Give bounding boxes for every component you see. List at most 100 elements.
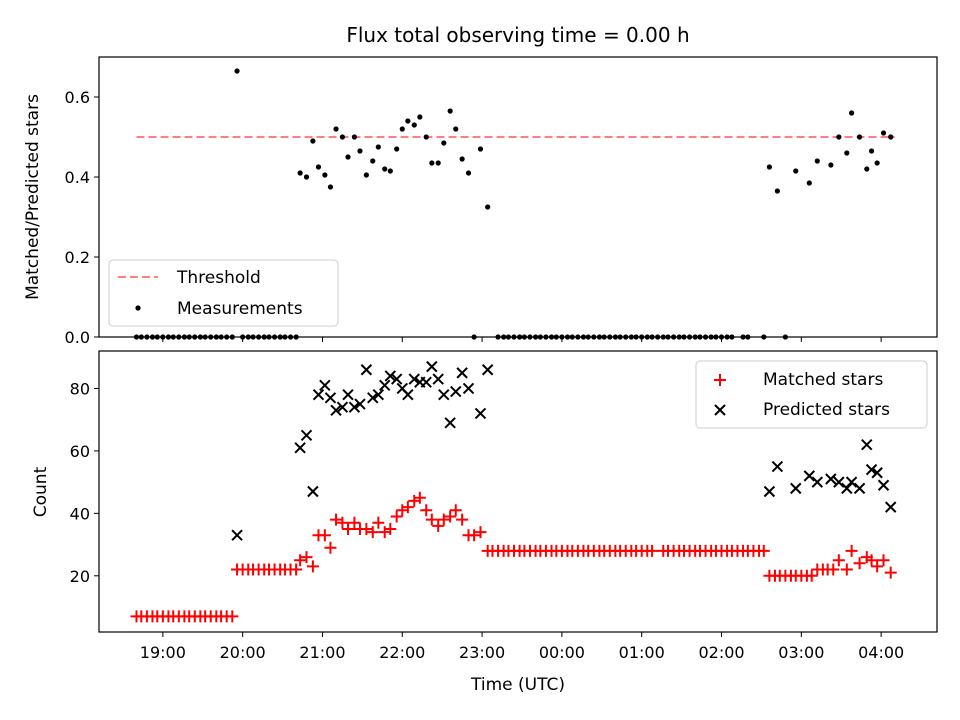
measurement-point [485, 204, 491, 210]
matched-star-point [845, 544, 858, 557]
predicted-star-point [324, 392, 337, 404]
measurement-point [888, 134, 894, 140]
measurement-point [441, 140, 447, 146]
count-x-ticks: 19:00 20:00 21:00 22:00 23:00 00:00 01:00 02:00… [140, 632, 904, 662]
matched-star-point [884, 566, 897, 579]
predicted-star-point [402, 389, 414, 401]
predicted-star-point [379, 379, 391, 392]
measurement-point [382, 166, 388, 172]
matched-star-point [474, 526, 487, 539]
ratio-y-ticks: 0.0 0.2 0.4 0.6 [65, 88, 99, 347]
count-y-tick-label: 20 [70, 567, 90, 586]
predicted-star-point [771, 460, 784, 473]
ratio-legend: Threshold Measurements [108, 259, 339, 327]
predicted-legend-label: Predicted stars [763, 400, 890, 420]
measurement-point [459, 156, 465, 162]
predicted-star-point [462, 382, 475, 395]
measurement-point [399, 126, 405, 132]
predicted-star-point [444, 417, 456, 429]
predicted-star-point [367, 392, 379, 404]
matched-star-point [294, 554, 307, 567]
measurement-point [844, 150, 850, 156]
measurement-point [363, 172, 369, 178]
predicted-star-point [330, 404, 342, 417]
measurement-point [345, 154, 351, 160]
predicted-star-point [853, 482, 866, 495]
measurement-point [856, 134, 863, 140]
predicted-star-point [312, 389, 325, 401]
ratio-plot-frame [98, 56, 938, 338]
measurement-point [370, 158, 376, 164]
ratio-legend-box [108, 259, 339, 327]
matched-star-point [827, 563, 840, 576]
predicted-star-point [841, 482, 853, 495]
measurement-point [411, 122, 417, 128]
measurement-point [880, 130, 887, 136]
count-y-tick-label: 80 [70, 379, 90, 398]
predicted-star-point [456, 367, 468, 379]
measurement-point [310, 138, 316, 144]
measurement-point [327, 184, 334, 190]
matched-star-point [840, 563, 853, 576]
measurement-point [394, 146, 400, 152]
measurement-point [766, 164, 773, 170]
measurement-point [387, 168, 393, 174]
count-x-tick-label: 21:00 [299, 643, 345, 662]
matched-star-point [390, 510, 403, 523]
measurements-legend-swatch [135, 305, 141, 311]
matched-star-point [444, 510, 457, 523]
measurement-point [429, 160, 435, 166]
matched-star-point [456, 513, 469, 526]
predicted-star-point [408, 373, 420, 385]
ratio-y-axis-label: Matched/Predicted stars [23, 94, 43, 300]
measurement-point [375, 144, 381, 150]
count-x-tick-label: 19:00 [140, 643, 186, 662]
matched-legend-swatch [714, 374, 726, 386]
predicted-star-point [294, 442, 306, 454]
predicted-star-point [763, 485, 776, 498]
count-plot-frame [98, 350, 938, 633]
count-legend: Matched stars Predicted stars [695, 360, 928, 429]
measurement-point [322, 172, 328, 178]
predicted-star-point [432, 373, 444, 385]
measurement-point [836, 134, 842, 140]
ratio-y-tick-label: 0.6 [65, 88, 90, 107]
matched-star-point [306, 560, 319, 573]
measurement-point [849, 110, 855, 116]
measurement-point [357, 148, 363, 154]
measurement-point [864, 166, 870, 172]
measurement-point [828, 162, 834, 168]
matched-star-point [366, 526, 379, 539]
ratio-y-tick-label: 0.2 [65, 248, 90, 267]
measurement-point [477, 146, 484, 152]
measurement-point [333, 126, 339, 132]
matched-star-point [378, 526, 391, 539]
count-x-tick-label: 01:00 [619, 643, 665, 662]
count-y-ticks: 20 40 60 80 [70, 379, 99, 586]
predicted-star-point [354, 398, 366, 410]
measurement-point [315, 164, 322, 170]
predicted-star-point [450, 385, 462, 398]
predicted-star-point [825, 473, 837, 485]
matched-star-point [401, 501, 414, 514]
threshold-legend-label: Threshold [176, 268, 261, 288]
measurement-point [793, 168, 799, 174]
matched-star-point [432, 519, 445, 532]
matched-star-point [425, 513, 438, 526]
measurement-point [814, 158, 820, 164]
predicted-star-point [481, 364, 494, 376]
matched-star-point [384, 522, 397, 535]
matched-star-point [290, 563, 303, 576]
matched-star-point [336, 516, 349, 529]
measurement-point [303, 174, 310, 180]
measurement-point [806, 180, 812, 186]
predicted-star-point [336, 401, 349, 413]
ratio-y-tick-label: 0.0 [65, 328, 90, 347]
matched-star-point [408, 494, 421, 507]
predicted-star-point [474, 407, 487, 420]
matched-star-point [468, 529, 481, 542]
predicted-legend-swatch [714, 404, 726, 416]
measurement-point [405, 118, 411, 124]
predicted-star-point [420, 376, 432, 388]
